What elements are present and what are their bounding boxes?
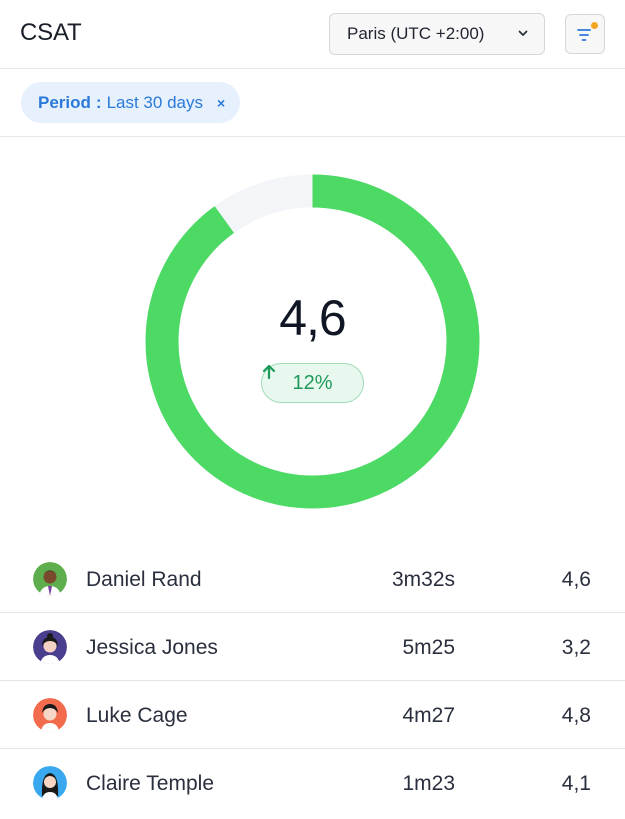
agent-response-time: 4m27 xyxy=(402,704,455,727)
list-item[interactable]: Luke Cage 4m27 4,8 xyxy=(0,681,625,749)
trend-value: 12% xyxy=(292,371,333,394)
agent-response-time: 5m25 xyxy=(402,636,455,659)
avatar xyxy=(33,562,67,596)
agent-score: 4,6 xyxy=(561,568,591,591)
filter-lines-icon xyxy=(577,29,591,41)
trend-badge: 12% xyxy=(261,363,364,403)
page-header: CSAT Paris (UTC +2:00) xyxy=(0,0,625,69)
avatar xyxy=(33,698,67,732)
list-item[interactable]: Claire Temple 1m23 4,1 xyxy=(0,749,625,817)
avatar xyxy=(33,766,67,800)
csat-score: 4,6 xyxy=(279,290,347,346)
agent-response-time: 3m32s xyxy=(391,568,455,591)
chip-value: Last 30 days xyxy=(106,92,203,112)
period-filter-chip[interactable]: Period : Last 30 days × xyxy=(21,82,241,123)
chip-key: Period xyxy=(38,92,91,112)
list-item[interactable]: Jessica Jones 5m25 3,2 xyxy=(0,613,625,681)
agent-list: Daniel Rand 3m32s 4,6 Jessica Jones 5m25… xyxy=(0,545,625,817)
list-item[interactable]: Daniel Rand 3m32s 4,6 xyxy=(0,545,625,613)
agent-name: Jessica Jones xyxy=(86,636,218,659)
agent-score: 3,2 xyxy=(561,636,591,659)
filter-button[interactable] xyxy=(565,14,605,54)
timezone-select[interactable]: Paris (UTC +2:00) xyxy=(329,13,545,55)
agent-score: 4,8 xyxy=(561,704,591,727)
agent-score: 4,1 xyxy=(561,772,591,795)
active-filters-bar: Period : Last 30 days × xyxy=(0,69,625,137)
gauge-ring xyxy=(145,174,480,509)
agent-name: Claire Temple xyxy=(86,772,214,795)
timezone-label: Paris (UTC +2:00) xyxy=(347,24,485,43)
notification-dot xyxy=(591,22,598,29)
close-icon[interactable]: × xyxy=(216,94,226,111)
csat-gauge: 4,6 12% xyxy=(145,174,480,509)
avatar xyxy=(33,630,67,664)
chip-separator: : xyxy=(95,92,102,112)
arrow-up-icon xyxy=(262,364,276,380)
agent-response-time: 1m23 xyxy=(402,772,455,795)
agent-name: Luke Cage xyxy=(86,704,188,727)
chevron-down-icon xyxy=(518,30,528,36)
agent-name: Daniel Rand xyxy=(86,568,202,591)
page-title: CSAT xyxy=(20,19,82,46)
gauge-fill xyxy=(145,174,480,509)
